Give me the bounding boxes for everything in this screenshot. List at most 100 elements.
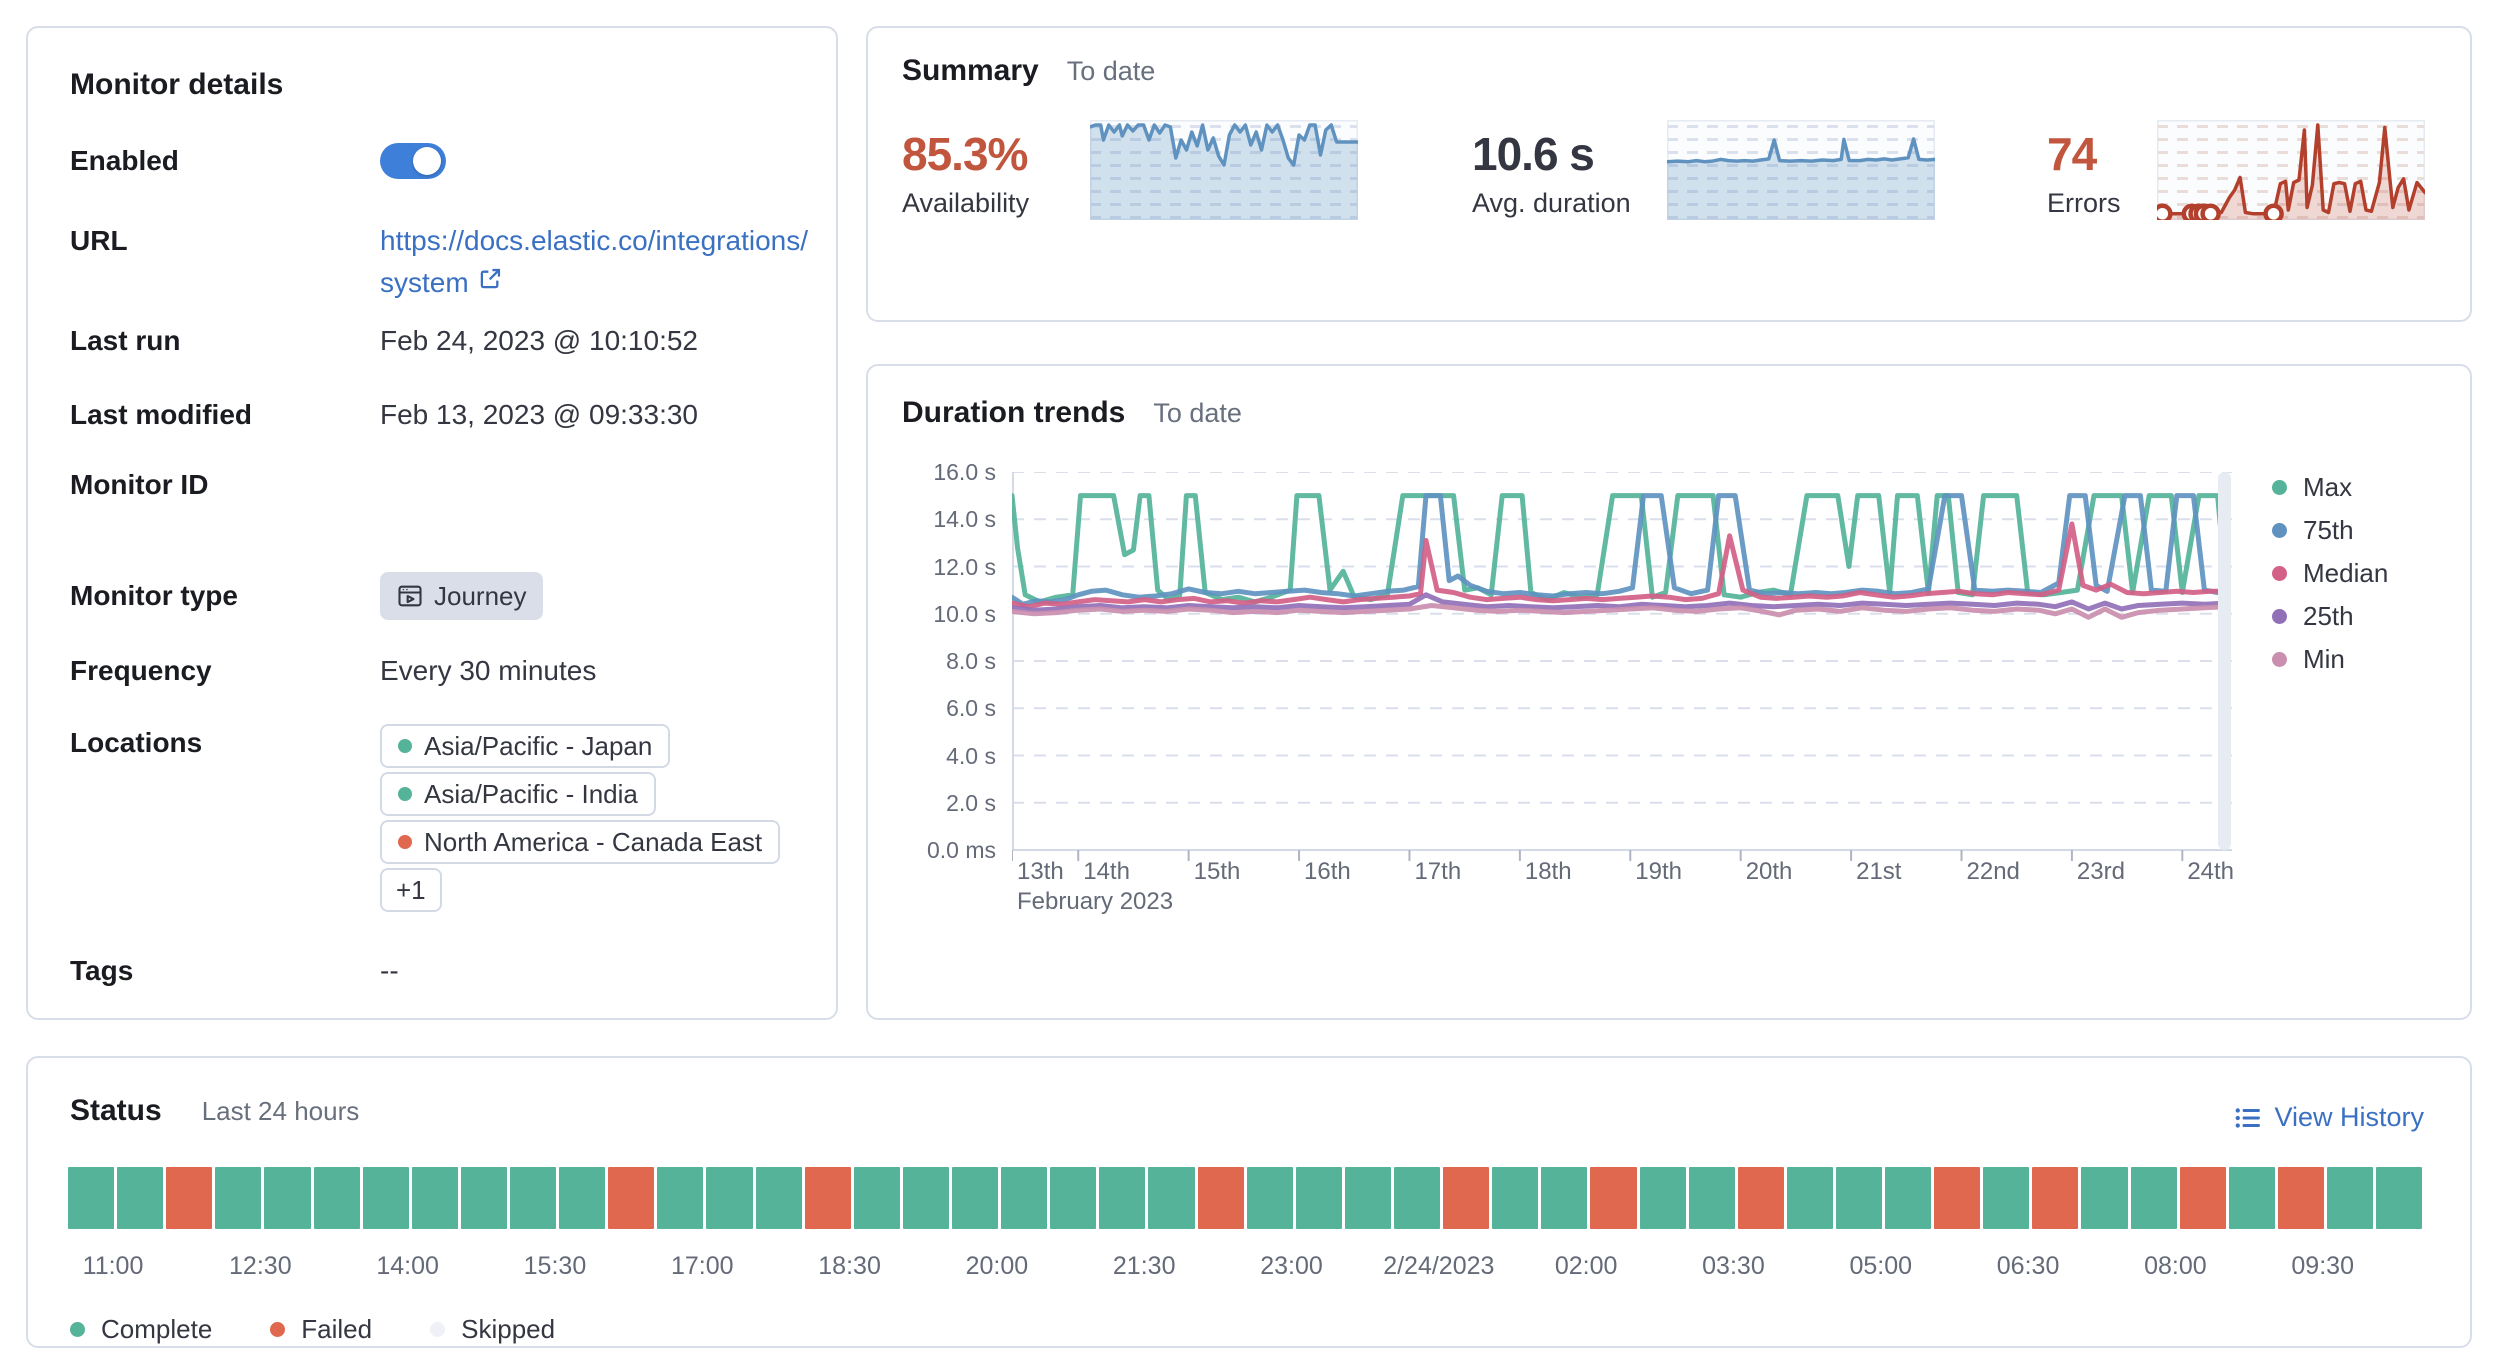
- avg-duration-value: 10.6 s: [1472, 128, 1595, 180]
- duration-trends-title: Duration trends: [902, 396, 1126, 429]
- duration-trends-chart: [1012, 472, 2232, 861]
- status-block-complete[interactable]: [902, 1167, 949, 1229]
- status-block-complete[interactable]: [1246, 1167, 1293, 1229]
- y-axis-tick-label: 0.0 ms: [926, 837, 996, 863]
- status-block-complete[interactable]: [215, 1167, 262, 1229]
- status-block-complete[interactable]: [1639, 1167, 1686, 1229]
- legend-item-75th[interactable]: 75th: [2272, 509, 2388, 552]
- status-block-failed[interactable]: [2277, 1167, 2325, 1229]
- status-block-complete[interactable]: [755, 1167, 802, 1229]
- status-block-complete[interactable]: [1688, 1167, 1735, 1229]
- status-block-complete[interactable]: [1786, 1167, 1833, 1229]
- legend-dot: [2272, 652, 2287, 667]
- legend-item-median[interactable]: Median: [2272, 552, 2388, 595]
- status-block-complete[interactable]: [1148, 1167, 1195, 1229]
- status-block-complete[interactable]: [264, 1167, 311, 1229]
- legend-item-25th[interactable]: 25th: [2272, 595, 2388, 638]
- toggle-knob: [413, 147, 441, 175]
- monitor-url-link[interactable]: https://docs.elastic.co/integrations/sys…: [380, 220, 820, 304]
- locations-more-badge[interactable]: +1: [380, 868, 442, 912]
- availability-sparkline: [1090, 120, 1358, 220]
- status-block-complete[interactable]: [559, 1167, 606, 1229]
- last-run-row: Last run Feb 24, 2023 @ 10:10:52: [70, 320, 800, 362]
- status-tick-label: 09:30: [2291, 1252, 2354, 1280]
- frequency-row: Frequency Every 30 minutes: [70, 650, 800, 692]
- status-block-complete[interactable]: [117, 1167, 164, 1229]
- errors-metric: 74 Errors: [2047, 128, 2121, 219]
- status-block-complete[interactable]: [2376, 1167, 2423, 1229]
- locations-list: Asia/Pacific - Japan Asia/Pacific - Indi…: [380, 724, 781, 912]
- status-block-complete[interactable]: [362, 1167, 409, 1229]
- status-block-failed[interactable]: [1443, 1167, 1490, 1229]
- view-history-label: View History: [2274, 1102, 2424, 1132]
- status-block-complete[interactable]: [1541, 1167, 1588, 1229]
- status-block-complete[interactable]: [2327, 1167, 2374, 1229]
- view-history-link[interactable]: View History: [2234, 1102, 2424, 1133]
- status-block-failed[interactable]: [1197, 1167, 1244, 1229]
- status-block-complete[interactable]: [951, 1167, 999, 1229]
- errors-label: Errors: [2047, 188, 2121, 218]
- legend-item-complete: Complete: [70, 1314, 212, 1345]
- tags-value: --: [380, 955, 399, 986]
- status-tick-label: 05:00: [1849, 1252, 1913, 1280]
- location-badge: Asia/Pacific - Japan: [380, 724, 671, 768]
- location-name: Asia/Pacific - India: [424, 778, 638, 809]
- y-axis-tick-label: 12.0 s: [933, 553, 996, 580]
- status-block-complete[interactable]: [1050, 1167, 1097, 1229]
- status-block-complete[interactable]: [2130, 1167, 2177, 1229]
- status-block-complete[interactable]: [1001, 1167, 1048, 1229]
- status-block-complete[interactable]: [1099, 1167, 1146, 1229]
- status-block-complete[interactable]: [2081, 1167, 2128, 1229]
- status-block-complete[interactable]: [1885, 1167, 1932, 1229]
- tags-row: Tags --: [70, 950, 800, 992]
- url-label: URL: [70, 225, 128, 256]
- chart-scrollbar[interactable]: [2218, 472, 2231, 850]
- last-modified-row: Last modified Feb 13, 2023 @ 09:33:30: [70, 394, 800, 436]
- frequency-value: Every 30 minutes: [380, 655, 597, 686]
- status-block-failed[interactable]: [1934, 1167, 1981, 1229]
- y-axis-tick-label: 8.0 s: [946, 648, 996, 674]
- avg-duration-label: Avg. duration: [1472, 188, 1631, 218]
- status-block-complete[interactable]: [1492, 1167, 1539, 1229]
- location-badge: Asia/Pacific - India: [380, 772, 656, 816]
- duration-trends-card: Duration trends To date 16.0 s 14.0 s 12.0…: [866, 364, 2472, 1020]
- status-title: Status: [70, 1094, 162, 1127]
- status-tick-label: 06:30: [1996, 1252, 2060, 1280]
- status-block-failed[interactable]: [2032, 1167, 2079, 1229]
- legend-item-min[interactable]: Min: [2272, 638, 2388, 681]
- monitor-url-text: https://docs.elastic.co/integrations/sys…: [380, 225, 808, 298]
- last-run-label: Last run: [70, 325, 181, 356]
- status-block-complete[interactable]: [2228, 1167, 2275, 1229]
- status-block-complete[interactable]: [1344, 1167, 1391, 1229]
- status-block-complete[interactable]: [411, 1167, 458, 1229]
- status-tick-label: 15:30: [523, 1252, 587, 1280]
- status-block-failed[interactable]: [608, 1167, 655, 1229]
- locations-label: Locations: [70, 727, 203, 758]
- status-block-complete[interactable]: [706, 1167, 753, 1229]
- status-timeline-ticks: 11:00 12:30 14:00 15:30 17:00 18:30 20:00 21:30…: [68, 1252, 2422, 1282]
- status-block-complete[interactable]: [657, 1167, 704, 1229]
- enabled-toggle[interactable]: [380, 143, 446, 179]
- status-tick-label: 02:00: [1554, 1252, 1618, 1280]
- last-modified-label: Last modified: [70, 399, 253, 430]
- status-block-complete[interactable]: [460, 1167, 507, 1229]
- complete-label: Complete: [101, 1314, 213, 1344]
- summary-title: Summary: [902, 54, 1039, 87]
- status-block-complete[interactable]: [1983, 1167, 2030, 1229]
- status-block-complete[interactable]: [1295, 1167, 1342, 1229]
- status-block-failed[interactable]: [804, 1167, 851, 1229]
- status-block-complete[interactable]: [68, 1167, 115, 1229]
- status-block-failed[interactable]: [1590, 1167, 1637, 1229]
- status-block-complete[interactable]: [509, 1167, 557, 1229]
- status-block-failed[interactable]: [1737, 1167, 1784, 1229]
- status-block-complete[interactable]: [853, 1167, 900, 1229]
- legend-item-max[interactable]: Max: [2272, 466, 2388, 509]
- legend-item-skipped: Skipped: [430, 1314, 555, 1345]
- status-block-failed[interactable]: [166, 1167, 213, 1229]
- status-block-complete[interactable]: [1393, 1167, 1441, 1229]
- status-block-complete[interactable]: [313, 1167, 360, 1229]
- list-icon: [2234, 1104, 2262, 1132]
- status-block-failed[interactable]: [2179, 1167, 2226, 1229]
- availability-label: Availability: [902, 188, 1030, 218]
- status-block-complete[interactable]: [1835, 1167, 1883, 1229]
